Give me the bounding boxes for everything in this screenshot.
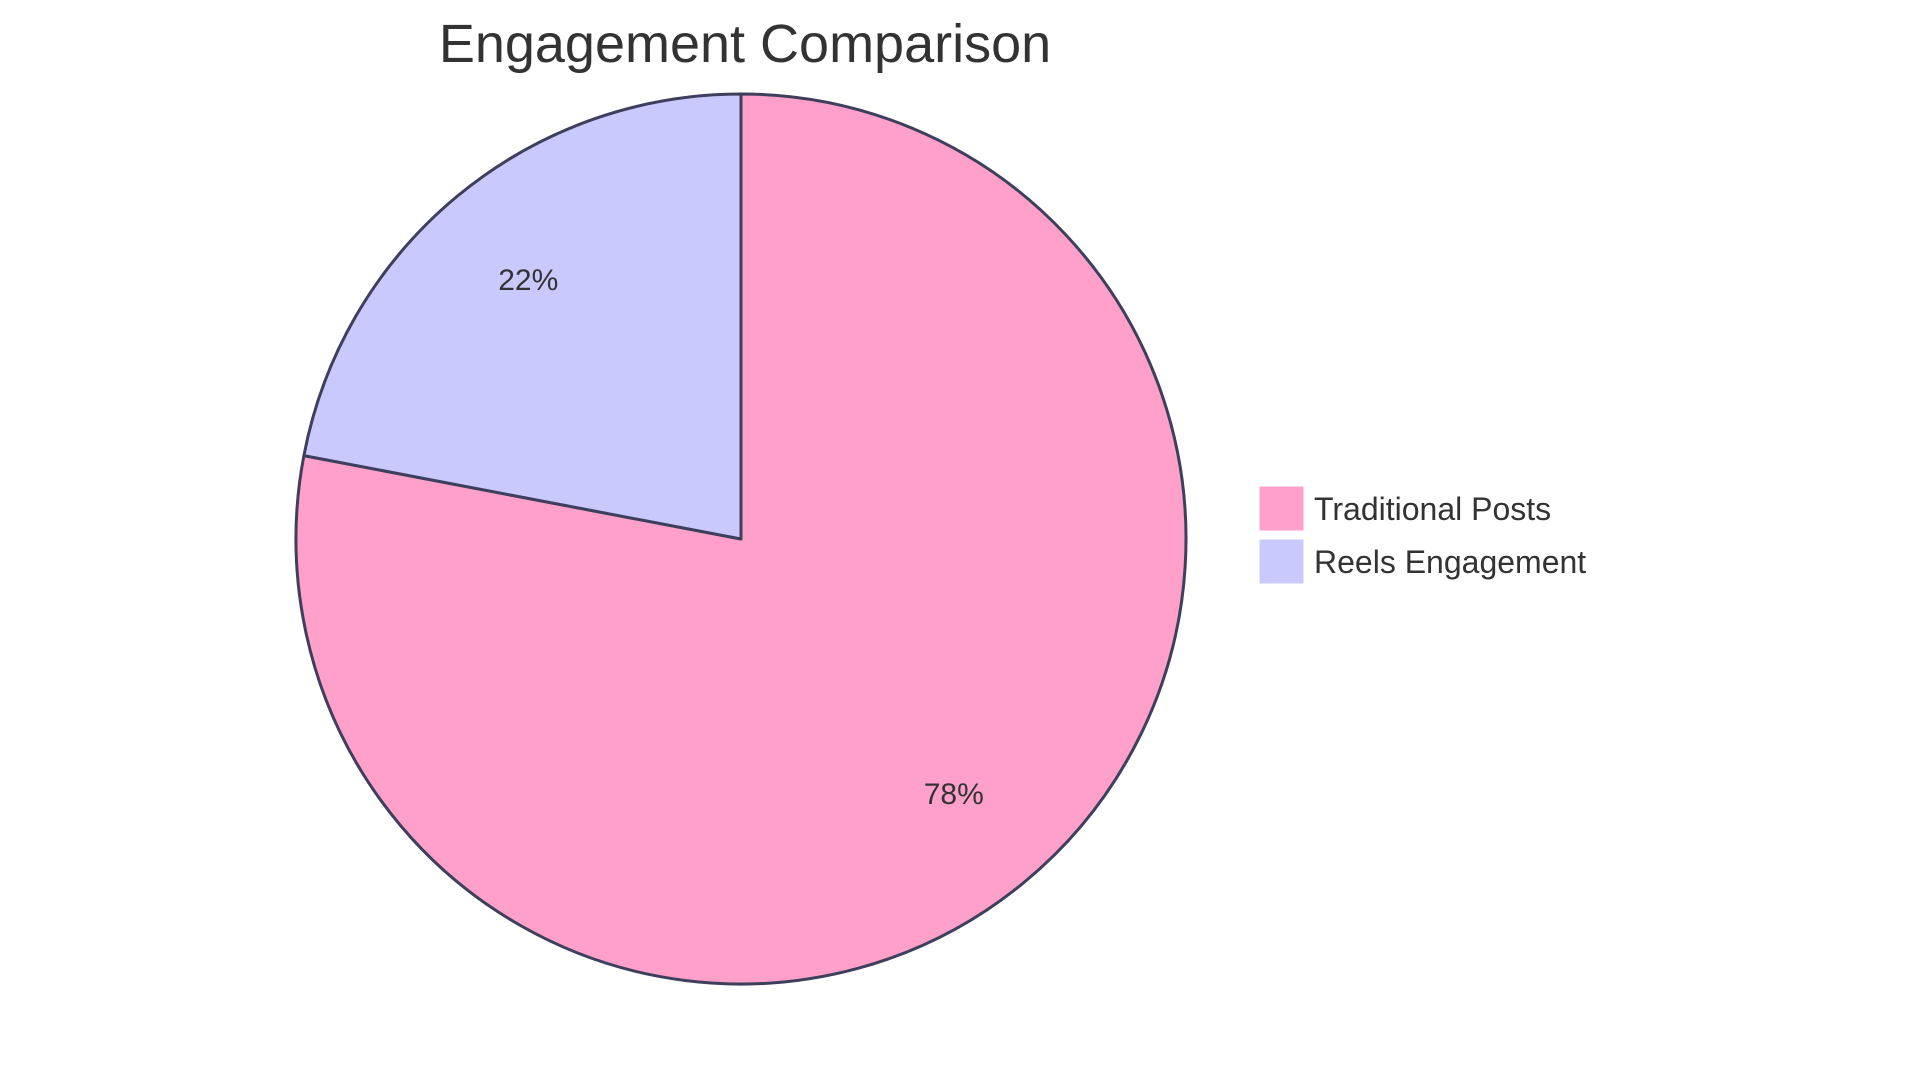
legend-label: Traditional Posts bbox=[1314, 491, 1551, 527]
slice-reels-engagement[interactable] bbox=[302, 92, 743, 541]
pie: 22% 78% bbox=[294, 92, 1188, 986]
legend: Traditional Posts Reels Engagement bbox=[1258, 485, 1586, 585]
legend-item-traditional-posts[interactable]: Traditional Posts bbox=[1258, 485, 1551, 532]
legend-swatch-lavender bbox=[1258, 538, 1305, 585]
chart-title: Engagement Comparison bbox=[439, 14, 1051, 74]
slice-label-traditional: 78% bbox=[924, 778, 984, 811]
legend-label: Reels Engagement bbox=[1314, 544, 1586, 580]
legend-item-reels-engagement[interactable]: Reels Engagement bbox=[1258, 538, 1586, 585]
slice-label-reels: 22% bbox=[498, 264, 558, 297]
legend-swatch-pink bbox=[1258, 485, 1305, 532]
